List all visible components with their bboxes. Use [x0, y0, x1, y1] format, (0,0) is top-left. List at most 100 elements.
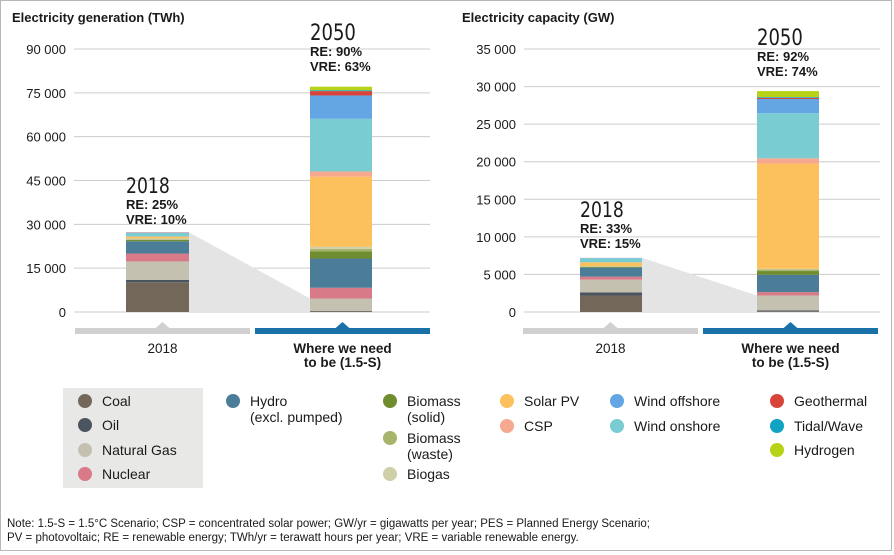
- y-tick-label: 30 000: [476, 80, 516, 95]
- bar-segment: [757, 98, 819, 114]
- legend-label: Tidal/Wave: [794, 418, 863, 434]
- bar-segment: [757, 274, 819, 293]
- bar-segment: [757, 310, 819, 312]
- y-tick-label: 45 000: [26, 174, 66, 189]
- category-band-pointer: [154, 322, 171, 329]
- y-tick-label: 15 000: [26, 261, 66, 276]
- bar-segment: [310, 287, 372, 299]
- y-tick-label: 35 000: [476, 42, 516, 57]
- category-label: 2018: [595, 341, 625, 356]
- category-band: [255, 328, 430, 334]
- legend-label: Biomass (solid): [407, 393, 461, 425]
- annotation-vre: VRE: 63%: [310, 59, 371, 74]
- annotation-re: RE: 90%: [310, 44, 362, 59]
- bar-segment: [757, 113, 819, 159]
- legend-label: CSP: [524, 418, 553, 434]
- note-line-1: Note: 1.5-S = 1.5°C Scenario; CSP = conc…: [7, 518, 650, 530]
- annotation-year: 2018: [126, 173, 170, 198]
- bar-segment: [126, 239, 189, 242]
- bar-segment: [126, 232, 189, 237]
- bar-segment: [126, 241, 189, 254]
- legend-item: Biomass (solid): [383, 393, 461, 425]
- y-tick-label: 30 000: [26, 217, 66, 232]
- legend-item: Nuclear: [78, 466, 150, 482]
- bar-connector: [642, 257, 757, 312]
- bar-segment: [757, 163, 819, 269]
- legend-item: Natural Gas: [78, 442, 177, 458]
- legend-swatch: [78, 394, 92, 408]
- bar-segment: [580, 295, 642, 312]
- bar-segment: [310, 95, 372, 119]
- legend-item: Hydrogen: [770, 442, 855, 458]
- bar-segment: [757, 158, 819, 164]
- legend-label: Biomass (waste): [407, 430, 461, 462]
- bar-segment: [310, 91, 372, 96]
- y-tick-label: 5 000: [483, 267, 516, 282]
- category-band-pointer: [334, 322, 351, 329]
- y-tick-label: 0: [509, 305, 516, 320]
- bar-segment: [580, 292, 642, 296]
- bar-segment: [126, 261, 189, 280]
- bar-segment: [126, 236, 189, 239]
- bar-segment: [757, 292, 819, 296]
- legend-item: Oil: [78, 417, 119, 433]
- category-band-pointer: [602, 322, 619, 329]
- legend-item: Solar PV: [500, 393, 579, 409]
- category-label: 2018: [147, 341, 177, 356]
- bar-segment: [757, 97, 819, 99]
- bar-segment: [580, 267, 642, 277]
- category-band-pointer: [782, 322, 799, 329]
- legend-label: Hydro (excl. pumped): [250, 393, 343, 425]
- bar-segment: [310, 171, 372, 177]
- category-label: to be (1.5-S): [752, 355, 829, 370]
- bar-segment: [126, 238, 189, 240]
- legend-label: Natural Gas: [102, 442, 177, 458]
- legend-swatch: [226, 394, 240, 408]
- bar-segment: [310, 86, 372, 91]
- legend-item: Hydro (excl. pumped): [226, 393, 343, 425]
- legend-swatch: [770, 443, 784, 457]
- bar-segment: [310, 251, 372, 259]
- chart-title: Electricity capacity (GW): [462, 10, 614, 25]
- legend-label: Biogas: [407, 466, 450, 482]
- legend-item: Tidal/Wave: [770, 418, 863, 434]
- legend-swatch: [383, 394, 397, 408]
- bar-segment: [757, 91, 819, 98]
- annotation-year: 2018: [580, 197, 624, 222]
- legend-label: Solar PV: [524, 393, 580, 409]
- bar-segment: [580, 262, 642, 267]
- legend-item: Geothermal: [770, 393, 867, 409]
- y-tick-label: 15 000: [476, 192, 516, 207]
- bar-segment: [757, 295, 819, 311]
- legend-label: Wind onshore: [634, 418, 721, 434]
- legend-label: Hydrogen: [794, 442, 855, 458]
- legend-item: Coal: [78, 393, 131, 409]
- bar-segment: [580, 276, 642, 280]
- bar-segment: [126, 282, 189, 312]
- bar-segment: [126, 239, 189, 240]
- bar-segment: [757, 269, 819, 272]
- bar-segment: [580, 279, 642, 293]
- y-tick-label: 60 000: [26, 130, 66, 145]
- bar-segment: [757, 311, 819, 312]
- annotation-year: 2050: [757, 24, 803, 50]
- bar-segment: [757, 97, 819, 98]
- legend-swatch: [770, 419, 784, 433]
- legend-item: Biomass (waste): [383, 430, 461, 462]
- category-label: Where we need: [741, 341, 839, 356]
- category-band: [75, 328, 250, 334]
- annotation-vre: VRE: 10%: [126, 212, 187, 227]
- category-band: [523, 328, 698, 334]
- bar-segment: [757, 271, 819, 275]
- category-label: to be (1.5-S): [304, 355, 381, 370]
- legend-swatch: [500, 394, 514, 408]
- y-tick-label: 90 000: [26, 42, 66, 57]
- note-line-2: PV = photovoltaic; RE = renewable energy…: [7, 532, 579, 544]
- y-tick-label: 20 000: [476, 155, 516, 170]
- annotation-vre: VRE: 15%: [580, 236, 641, 251]
- legend-item: Biogas: [383, 466, 450, 482]
- bar-segment: [310, 118, 372, 172]
- legend-swatch: [383, 467, 397, 481]
- legend-label: Nuclear: [102, 466, 151, 482]
